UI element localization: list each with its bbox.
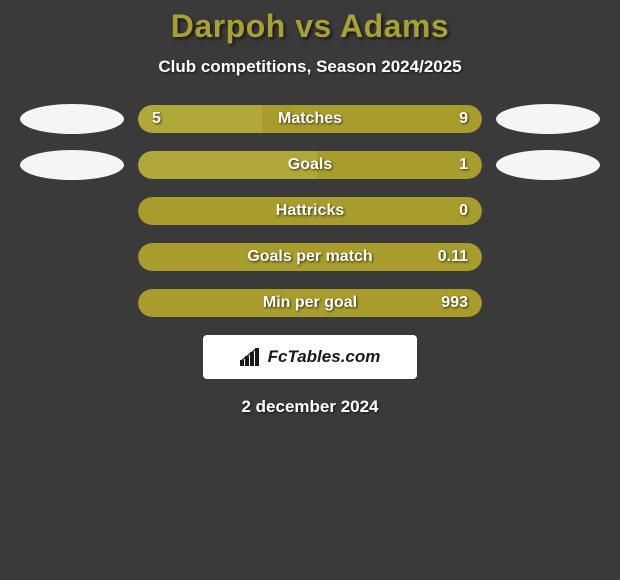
page-title: Darpoh vs Adams (0, 8, 620, 45)
stat-bar: Hattricks 0 (138, 197, 482, 225)
stat-right-value: 1 (459, 156, 468, 174)
logo-box[interactable]: FcTables.com (203, 335, 417, 379)
player-right-oval (496, 150, 600, 180)
bar-right-fill (317, 151, 482, 179)
stat-bar: Goals 1 (138, 151, 482, 179)
stats-area: 5 Matches 9 Goals 1 Hattricks 0 Goals per match… (0, 105, 620, 317)
player-left-oval (20, 104, 124, 134)
subtitle: Club competitions, Season 2024/2025 (0, 57, 620, 77)
stat-right-value: 0.11 (438, 248, 468, 266)
stat-row: Goals per match 0.11 (0, 243, 620, 271)
stat-name: Matches (278, 110, 342, 128)
comparison-widget: Darpoh vs Adams Club competitions, Seaso… (0, 0, 620, 417)
logo-inner: FcTables.com (240, 347, 381, 367)
stat-left-value: 5 (152, 110, 161, 128)
bar-chart-icon (240, 348, 262, 366)
stat-right-value: 993 (441, 294, 468, 312)
player-left-oval (20, 150, 124, 180)
logo-text: FcTables.com (268, 347, 381, 367)
stat-row: Min per goal 993 (0, 289, 620, 317)
stat-name: Goals (288, 156, 332, 174)
stat-row: 5 Matches 9 (0, 105, 620, 133)
player-right-oval (496, 104, 600, 134)
date-text: 2 december 2024 (0, 397, 620, 417)
stat-row: Goals 1 (0, 151, 620, 179)
stat-right-value: 0 (459, 202, 468, 220)
stat-bar: Min per goal 993 (138, 289, 482, 317)
stat-name: Hattricks (276, 202, 344, 220)
stat-row: Hattricks 0 (0, 197, 620, 225)
stat-bar: Goals per match 0.11 (138, 243, 482, 271)
stat-name: Goals per match (247, 248, 372, 266)
stat-right-value: 9 (459, 110, 468, 128)
stat-bar: 5 Matches 9 (138, 105, 482, 133)
stat-name: Min per goal (263, 294, 357, 312)
